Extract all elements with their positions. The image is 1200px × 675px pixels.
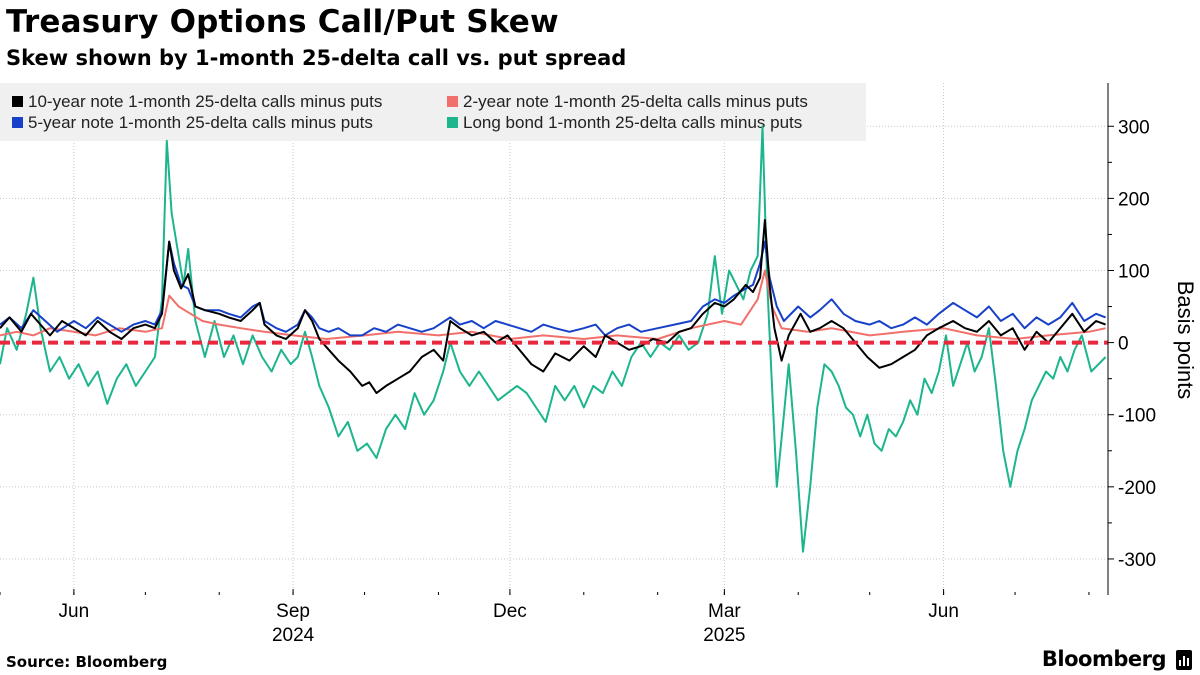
legend-label: 2-year note 1-month 25-delta calls minus… [463, 92, 808, 111]
series-line-0 [0, 219, 1106, 395]
y-tick-label: -300 [1118, 550, 1156, 571]
bloomberg-bars-icon [1176, 650, 1192, 670]
x-tick-label: Jun [928, 601, 959, 622]
y-axis-label: Basis points [1173, 281, 1198, 400]
legend-swatch [447, 117, 458, 128]
y-tick-label: -100 [1118, 406, 1156, 427]
x-tick-label: Dec [493, 601, 527, 622]
legend-swatch [12, 96, 23, 107]
x-tick-label: Mar [708, 601, 741, 622]
legend-label: 10-year note 1-month 25-delta calls minu… [28, 92, 382, 111]
series-lines [0, 125, 1107, 553]
x-year-label: 2024 [272, 625, 315, 646]
legend-swatch [447, 96, 458, 107]
chart-title: Treasury Options Call/Put Skew [6, 4, 559, 40]
bloomberg-logo: Bloomberg [1041, 647, 1167, 671]
legend-label: Long bond 1-month 25-delta calls minus p… [463, 113, 802, 132]
legend-background [0, 83, 866, 141]
series-line-3 [0, 125, 1107, 553]
gridlines [0, 83, 1108, 595]
chart-subtitle: Skew shown by 1-month 25-delta call vs. … [6, 46, 627, 70]
x-axis: Jun Sep 2024 Dec Mar 2025 Jun [0, 589, 1090, 646]
x-year-label: 2025 [703, 625, 745, 646]
source-note: Source: Bloomberg [6, 653, 168, 671]
legend-swatch [12, 117, 23, 128]
y-tick-label: 0 [1118, 334, 1129, 355]
series-line-1 [0, 269, 1106, 340]
y-axis: 300 200 100 0 -100 -200 -300 [1107, 83, 1156, 595]
y-tick-label: -200 [1118, 478, 1156, 499]
series-line-2 [0, 240, 1106, 337]
legend: 10-year note 1-month 25-delta calls minu… [0, 83, 866, 141]
y-tick-label: 300 [1118, 117, 1150, 138]
x-tick-label: Sep [276, 601, 310, 622]
y-tick-label: 100 [1118, 261, 1150, 282]
y-tick-label: 200 [1118, 189, 1150, 210]
x-tick-label: Jun [59, 601, 90, 622]
legend-label: 5-year note 1-month 25-delta calls minus… [28, 113, 373, 132]
